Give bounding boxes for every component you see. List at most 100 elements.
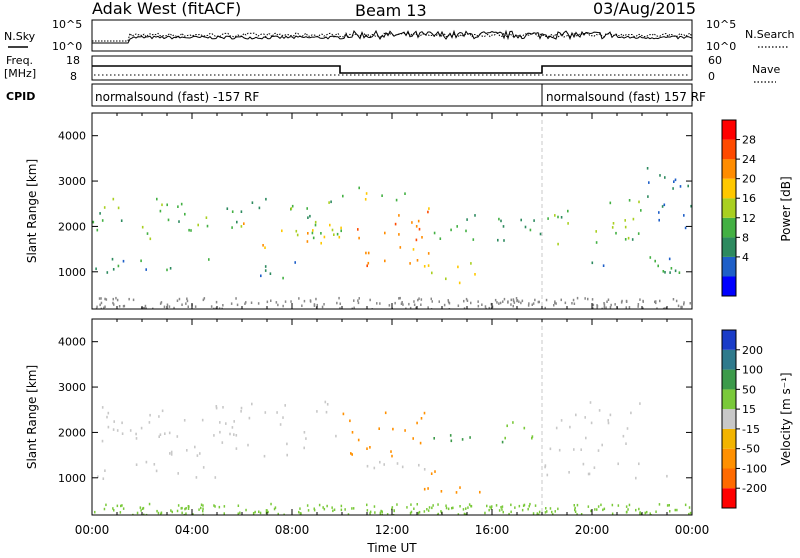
velocity-cell <box>219 421 221 424</box>
power-colorbar-swatch <box>722 139 736 160</box>
power-cell <box>610 303 612 307</box>
velocity-cell <box>352 507 355 510</box>
power-cell <box>367 251 370 255</box>
velocity-cell <box>181 506 183 510</box>
power-cell <box>603 302 605 305</box>
power-cell <box>116 298 119 302</box>
velocity-cell <box>573 448 575 451</box>
velocity-cell <box>455 491 458 494</box>
velocity-cell <box>593 466 596 469</box>
power-cell <box>591 298 594 301</box>
power-ytick-label: 3000 <box>58 175 86 188</box>
power-cell <box>168 305 171 308</box>
power-cell <box>92 220 95 224</box>
power-cell <box>456 225 458 228</box>
power-cell <box>639 298 641 301</box>
velocity-cell <box>369 510 372 514</box>
power-cell <box>624 238 627 241</box>
velocity-cell <box>469 436 471 439</box>
power-cell <box>624 225 627 229</box>
velocity-cell <box>391 454 393 458</box>
velocity-scatter <box>94 319 692 515</box>
velocity-cell <box>534 504 537 507</box>
velocity-cell <box>282 416 284 419</box>
power-cell <box>465 229 467 233</box>
power-cell <box>615 231 617 235</box>
velocity-cell <box>298 510 300 514</box>
power-cell <box>215 300 218 304</box>
power-cell <box>149 237 152 241</box>
velocity-cell <box>149 413 151 417</box>
power-cell <box>240 225 243 228</box>
power-cell <box>521 299 524 303</box>
power-cell <box>497 238 499 242</box>
power-cell <box>587 297 589 301</box>
power-cell <box>457 265 459 269</box>
power-cell <box>230 302 233 305</box>
nsky-trace <box>92 29 693 44</box>
power-cell <box>433 231 436 235</box>
power-cell <box>166 303 169 306</box>
power-cell <box>357 299 359 302</box>
velocity-colorbar-tick-label: -50 <box>742 443 760 456</box>
power-ytick-label: 1000 <box>58 266 86 279</box>
velocity-cell <box>245 508 247 512</box>
velocity-cell <box>107 425 110 429</box>
power-cell <box>649 256 652 259</box>
velocity-cell <box>555 426 558 430</box>
velocity-cell <box>573 504 575 507</box>
power-cell <box>338 296 340 300</box>
power-cell <box>670 267 673 270</box>
power-colorbar-swatch <box>722 198 736 218</box>
power-cell <box>624 219 626 222</box>
velocity-cell <box>252 512 255 515</box>
power-cell <box>490 307 493 309</box>
velocity-cell <box>437 503 439 506</box>
power-cell <box>398 214 400 217</box>
velocity-cell <box>596 508 598 511</box>
power-scatter <box>92 113 692 309</box>
power-colorbar: 28 24 20 16 12 8 4 Power [dB] <box>721 119 793 297</box>
velocity-cell <box>423 510 426 513</box>
power-cell <box>120 219 123 222</box>
power-cell <box>323 303 325 306</box>
velocity-cell <box>518 504 521 508</box>
velocity-cell <box>639 402 641 405</box>
power-cell <box>329 223 331 227</box>
velocity-cell <box>187 507 190 510</box>
power-cell <box>609 306 612 309</box>
velocity-cell <box>270 502 272 506</box>
velocity-cell <box>104 469 106 472</box>
velocity-cell <box>626 427 629 430</box>
velocity-cell <box>447 507 450 511</box>
power-cell <box>404 192 406 195</box>
velocity-cell <box>112 507 114 510</box>
power-cell <box>250 301 253 304</box>
velocity-cell <box>379 513 382 515</box>
velocity-cell <box>537 513 540 515</box>
power-cell <box>534 298 536 302</box>
power-cell <box>264 265 267 268</box>
power-cell <box>394 222 397 226</box>
power-cell <box>672 298 675 301</box>
velocity-cell <box>168 431 171 435</box>
power-cell <box>638 200 640 204</box>
power-cell <box>173 306 175 309</box>
power-cell <box>605 306 607 309</box>
power-cell <box>567 209 569 213</box>
power-cell <box>95 307 98 309</box>
noise-tick-right-high: 10^5 <box>706 18 736 31</box>
power-colorbar-tick-label: 28 <box>742 134 756 147</box>
power-cell <box>439 237 442 240</box>
power-cell <box>394 301 396 305</box>
power-cell <box>431 271 433 275</box>
velocity-cell <box>349 419 351 423</box>
power-cell <box>647 195 649 198</box>
velocity-cell <box>594 508 596 511</box>
velocity-cell <box>218 505 221 509</box>
velocity-cell <box>688 506 691 509</box>
power-cell <box>602 264 605 267</box>
velocity-cell <box>607 421 610 425</box>
velocity-cell <box>427 509 430 512</box>
power-cell <box>146 232 149 235</box>
